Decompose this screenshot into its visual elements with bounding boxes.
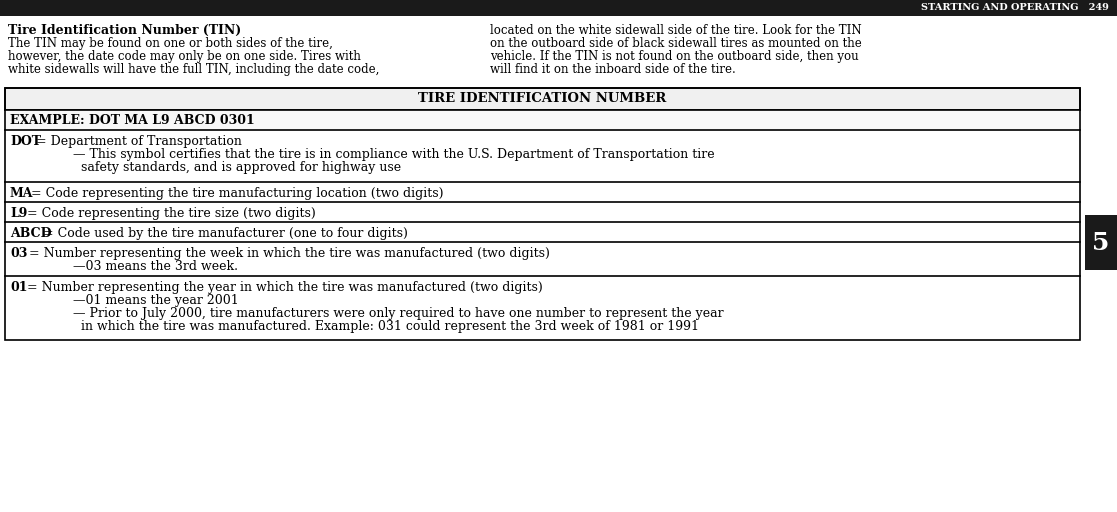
Bar [4, 276, 1080, 340]
Bar [4, 202, 1080, 222]
Text: TIRE IDENTIFICATION NUMBER: TIRE IDENTIFICATION NUMBER [419, 93, 667, 105]
Text: Tire Identification Number (TIN): Tire Identification Number (TIN) [8, 24, 241, 37]
Text: = Number representing the week in which the tire was manufactured (two digits): = Number representing the week in which … [25, 247, 550, 260]
Text: vehicle. If the TIN is not found on the outboard side, then you: vehicle. If the TIN is not found on the … [490, 50, 859, 63]
Text: safety standards, and is approved for highway use: safety standards, and is approved for hi… [73, 161, 401, 174]
Text: = Number representing the year in which the tire was manufactured (two digits): = Number representing the year in which … [23, 281, 543, 294]
Text: — This symbol certifies that the tire is in compliance with the U.S. Department : — This symbol certifies that the tire is… [73, 148, 715, 161]
Bar [0, 0, 1117, 16]
Text: located on the white sidewall side of the tire. Look for the TIN: located on the white sidewall side of th… [490, 24, 861, 37]
Text: however, the date code may only be on one side. Tires with: however, the date code may only be on on… [8, 50, 361, 63]
Bar [4, 242, 1080, 276]
Text: white sidewalls will have the full TIN, including the date code,: white sidewalls will have the full TIN, … [8, 63, 380, 76]
Text: on the outboard side of black sidewall tires as mounted on the: on the outboard side of black sidewall t… [490, 37, 861, 50]
Text: — Prior to July 2000, tire manufacturers were only required to have one number t: — Prior to July 2000, tire manufacturers… [73, 307, 724, 320]
Bar [4, 130, 1080, 182]
Bar [4, 88, 1080, 340]
Text: = Code used by the tire manufacturer (one to four digits): = Code used by the tire manufacturer (on… [39, 227, 408, 240]
Text: MA: MA [10, 187, 34, 200]
Text: EXAMPLE: DOT MA L9 ABCD 0301: EXAMPLE: DOT MA L9 ABCD 0301 [10, 114, 255, 126]
Text: STARTING AND OPERATING   249: STARTING AND OPERATING 249 [922, 4, 1109, 12]
Text: L9: L9 [10, 207, 28, 220]
Text: = Department of Transportation: = Department of Transportation [32, 135, 242, 148]
Text: —03 means the 3rd week.: —03 means the 3rd week. [73, 260, 238, 273]
Text: The TIN may be found on one or both sides of the tire,: The TIN may be found on one or both side… [8, 37, 333, 50]
Text: —01 means the year 2001: —01 means the year 2001 [73, 294, 239, 307]
Text: = Code representing the tire size (two digits): = Code representing the tire size (two d… [23, 207, 316, 220]
Bar [4, 182, 1080, 202]
Bar [4, 110, 1080, 130]
Bar [4, 222, 1080, 242]
Text: = Code representing the tire manufacturing location (two digits): = Code representing the tire manufacturi… [27, 187, 443, 200]
Text: in which the tire was manufactured. Example: 031 could represent the 3rd week of: in which the tire was manufactured. Exam… [73, 320, 699, 333]
Text: 5: 5 [1092, 230, 1109, 254]
Text: 03: 03 [10, 247, 28, 260]
Text: 01: 01 [10, 281, 28, 294]
Text: DOT: DOT [10, 135, 41, 148]
Bar [4, 88, 1080, 110]
Text: ABCD: ABCD [10, 227, 51, 240]
Text: will find it on the inboard side of the tire.: will find it on the inboard side of the … [490, 63, 736, 76]
Bar [1085, 215, 1117, 270]
